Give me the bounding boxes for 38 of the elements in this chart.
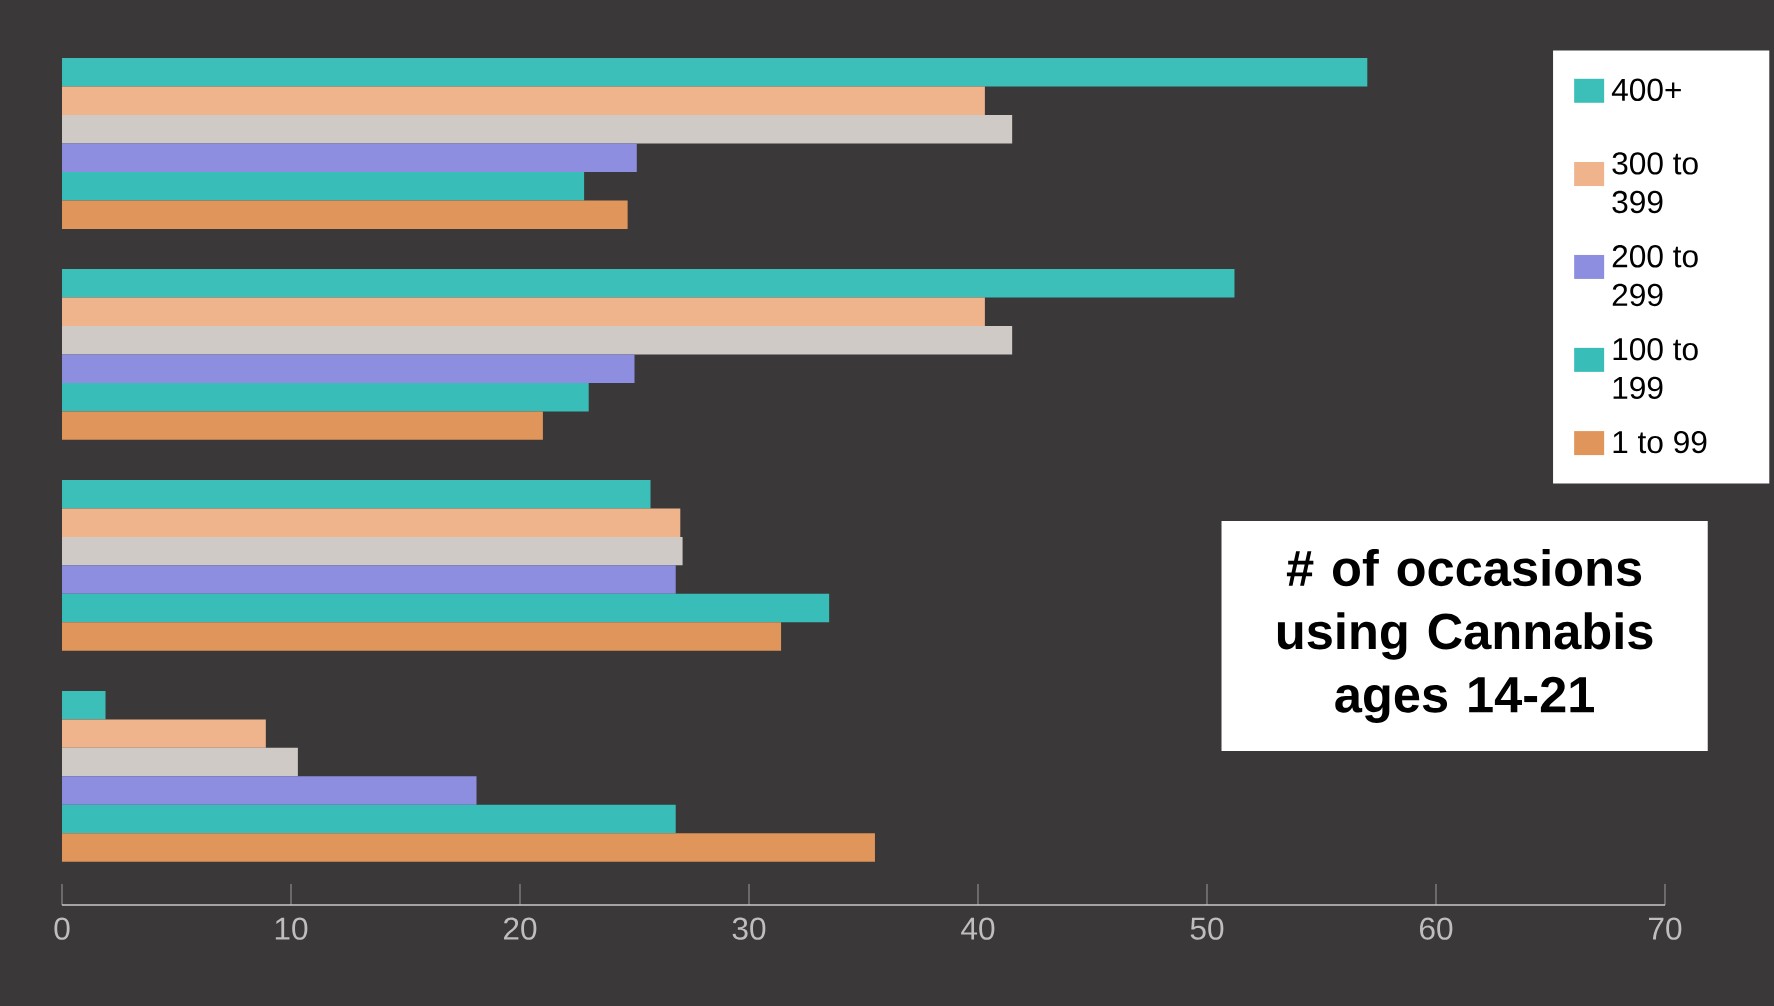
bar [62, 804, 676, 834]
bar [62, 719, 266, 748]
bar [62, 593, 830, 623]
bar [62, 411, 543, 440]
x-tick-label: 20 [504, 917, 537, 940]
x-tick-label: 30 [732, 917, 766, 940]
bar [62, 747, 298, 777]
bar [62, 565, 676, 594]
legend-label: 200 to 299 [1612, 245, 1698, 307]
bar [62, 354, 635, 383]
x-tick-label: 10 [275, 917, 308, 940]
text: # of occasions using Cannabis ages 14-21 [1277, 549, 1653, 723]
bar [62, 382, 589, 412]
bar [62, 143, 637, 172]
legend-label: 1 to 99 [1613, 430, 1707, 454]
bar [62, 833, 875, 862]
bar [62, 58, 1368, 87]
x-tick-label: 60 [1420, 917, 1453, 940]
bar [62, 114, 1013, 144]
bar [62, 622, 782, 651]
bar [62, 325, 1013, 355]
bar [62, 776, 477, 805]
bar [62, 297, 985, 326]
x-tick-label: 50 [1190, 917, 1224, 940]
bar [62, 171, 585, 201]
x-tick-label: 70 [1649, 917, 1682, 940]
x-tick-label: 0 [54, 917, 70, 940]
x-tick-label: 40 [961, 917, 995, 940]
legend-label: 300 to 399 [1612, 152, 1698, 214]
bar [62, 86, 985, 115]
bar [62, 268, 1235, 298]
legend-label: 400+ [1611, 78, 1681, 102]
legend-label: 100 to 199 [1613, 337, 1698, 400]
bar [62, 200, 628, 229]
bar [62, 690, 106, 720]
bar [62, 536, 683, 566]
bar [62, 508, 681, 537]
bar [62, 479, 651, 509]
